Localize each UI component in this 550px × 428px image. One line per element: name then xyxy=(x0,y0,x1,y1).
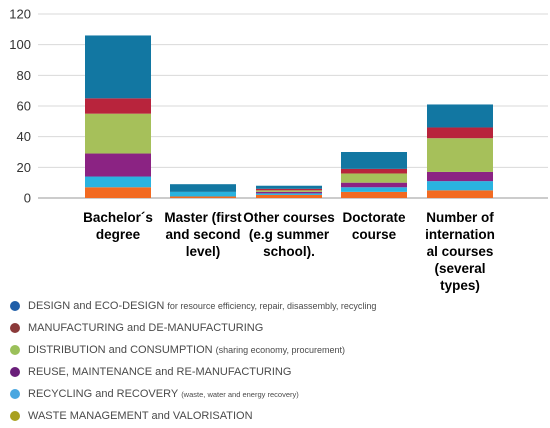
legend-item-recycling: RECYCLING and RECOVERY (waste, water and… xyxy=(10,383,540,405)
bar-segment-distribution xyxy=(341,173,407,183)
stacked-bar-chart: 0 20 40 60 80 100 120 Bachelor´s degree Master (… xyxy=(9,7,548,293)
bar-segment-waste xyxy=(341,191,407,198)
x-category-label: and second xyxy=(165,227,240,242)
legend-item-design: DESIGN and ECO-DESIGN for resource effic… xyxy=(10,295,540,317)
x-category-label: al courses xyxy=(427,244,494,259)
legend-sublabel-recycling: (waste, water and energy recovery) xyxy=(181,389,299,399)
bar-segment-manufacturing xyxy=(85,98,151,114)
bar-segment-recycling xyxy=(85,176,151,188)
bar-segment-waste xyxy=(256,194,322,198)
legend-item-manufacturing: MANUFACTURING and DE-MANUFACTURING xyxy=(10,317,540,339)
legend-label-recycling: RECYCLING and RECOVERY xyxy=(28,388,179,400)
x-category-label: school). xyxy=(263,244,315,259)
legend-label-waste: WASTE MANAGEMENT and VALORISATION xyxy=(28,410,253,422)
x-category-label: (e.g summer xyxy=(249,227,330,242)
bar-segment-reuse xyxy=(85,153,151,177)
y-tick-label: 60 xyxy=(17,99,31,114)
bar-segment-waste xyxy=(170,196,236,198)
bar-segment-design xyxy=(256,185,322,189)
x-category-label: Doctorate xyxy=(342,210,406,225)
x-category-label: (several xyxy=(434,261,485,276)
bar-segment-waste xyxy=(427,190,493,198)
x-category-label: types) xyxy=(440,278,480,293)
bar-segment-manufacturing xyxy=(341,168,407,174)
legend-item-waste: WASTE MANAGEMENT and VALORISATION xyxy=(10,405,540,427)
legend-label-manufacturing: MANUFACTURING and DE-MANUFACTURING xyxy=(28,322,264,334)
bar-segment-distribution xyxy=(85,113,151,154)
y-tick-label: 40 xyxy=(17,129,31,144)
bar-segment-waste xyxy=(85,187,151,198)
x-category-label: Master (first xyxy=(164,210,242,225)
bars xyxy=(85,35,493,198)
bar-segment-design xyxy=(85,35,151,99)
legend-label-reuse: REUSE, MAINTENANCE and RE-MANUFACTURING xyxy=(28,366,292,378)
bar-segment-reuse xyxy=(427,171,493,182)
x-category-label: internation xyxy=(425,227,495,242)
bar-segment-recycling xyxy=(256,193,322,195)
bar-segment-design xyxy=(170,184,236,192)
legend-sublabel-design: for resource efficiency, repair, disasse… xyxy=(167,301,377,311)
legend-dot-manufacturing xyxy=(10,323,20,333)
bar-segment-recycling xyxy=(427,181,493,191)
legend-label-distribution: DISTRIBUTION and CONSUMPTION xyxy=(28,344,213,356)
bar-segment-distribution xyxy=(427,138,493,172)
y-tick-label: 120 xyxy=(9,7,31,22)
legend-sublabel-distribution: (sharing economy, procurement) xyxy=(215,345,345,355)
legend-item-reuse: REUSE, MAINTENANCE and RE-MANUFACTURING xyxy=(10,361,540,383)
bar-segment-reuse xyxy=(341,182,407,188)
x-axis-category-labels: Bachelor´s degree Master (first and second l… xyxy=(83,210,495,293)
bar-segment-manufacturing xyxy=(256,188,322,191)
legend-dot-recycling xyxy=(10,389,20,399)
y-axis-ticks: 0 20 40 60 80 100 120 xyxy=(9,7,31,206)
legend-label-design: DESIGN and ECO-DESIGN xyxy=(28,300,165,312)
bar-segment-recycling xyxy=(170,191,236,197)
x-category-label: Number of xyxy=(426,210,494,225)
bar-segment-recycling xyxy=(341,187,407,192)
x-category-label: degree xyxy=(96,227,141,242)
y-tick-label: 80 xyxy=(17,68,31,83)
legend-dot-reuse xyxy=(10,367,20,377)
x-category-label: Other courses xyxy=(243,210,335,225)
x-category-label: course xyxy=(352,227,397,242)
bar-segment-manufacturing xyxy=(427,127,493,139)
legend-dot-distribution xyxy=(10,345,20,355)
y-tick-label: 20 xyxy=(17,160,31,175)
bar-segment-distribution xyxy=(256,190,322,192)
legend-item-distribution: DISTRIBUTION and CONSUMPTION (sharing ec… xyxy=(10,339,540,361)
bar-segment-reuse xyxy=(256,191,322,194)
legend-dot-design xyxy=(10,301,20,311)
bar-segment-design xyxy=(341,152,407,169)
legend-dot-waste xyxy=(10,411,20,421)
legend: DESIGN and ECO-DESIGN for resource effic… xyxy=(10,295,540,427)
bar-segment-design xyxy=(427,104,493,128)
x-category-label: Bachelor´s xyxy=(83,210,153,225)
y-tick-label: 100 xyxy=(9,37,31,52)
x-category-label: level) xyxy=(186,244,221,259)
y-tick-label: 0 xyxy=(24,191,31,206)
